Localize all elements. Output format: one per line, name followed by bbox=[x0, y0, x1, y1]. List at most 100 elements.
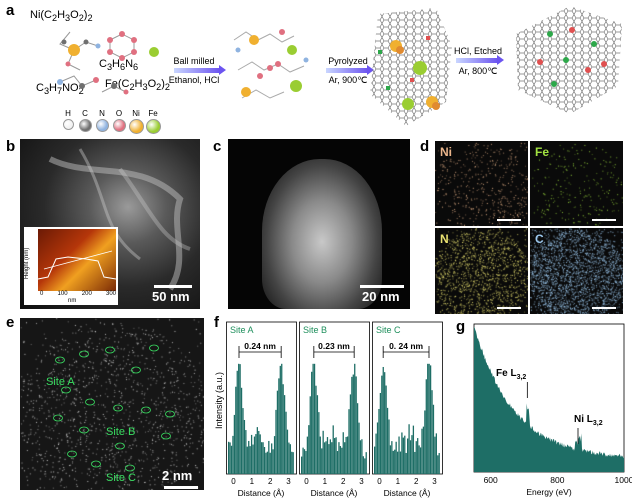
f-ylabel: Intensity (a.u.) bbox=[214, 371, 224, 429]
profile-bar bbox=[388, 419, 390, 474]
step1-bottom-label: Ethanol, HCl bbox=[168, 75, 220, 85]
profile-xtick: 3 bbox=[432, 477, 437, 486]
fe-map-label: Fe bbox=[535, 145, 550, 159]
profile-bar bbox=[391, 441, 393, 474]
profile-bar bbox=[306, 436, 309, 474]
step2-arrow bbox=[326, 68, 368, 73]
profile-bar bbox=[348, 409, 350, 474]
profile-bar bbox=[389, 445, 392, 474]
profile-bar bbox=[404, 435, 406, 474]
profile-bar bbox=[228, 441, 230, 474]
atom-marker bbox=[79, 350, 89, 358]
atom-marker bbox=[79, 426, 89, 434]
eds-map-fe: Fe bbox=[530, 141, 623, 226]
ni-acetate-formula: Ni(C2H3O2)2 bbox=[30, 9, 93, 24]
profile-bar bbox=[382, 366, 384, 474]
profile-bar bbox=[384, 372, 386, 474]
profile-bar bbox=[356, 403, 359, 474]
profile-bar bbox=[269, 452, 271, 474]
profile-bar bbox=[258, 430, 260, 474]
distance-label: 0.23 nm bbox=[318, 341, 350, 351]
tem-image-b: Height (nm) 0 100 200 300 nm 50 nm bbox=[20, 139, 200, 309]
atom-legend: H C N O Ni Fe bbox=[60, 109, 170, 139]
step1-arrowhead bbox=[219, 65, 226, 75]
profile-bar bbox=[250, 434, 253, 474]
profile-bar bbox=[376, 422, 379, 474]
legend-atom: N bbox=[94, 109, 110, 132]
profile-bar bbox=[321, 448, 323, 474]
profile-xtick: 1 bbox=[396, 477, 401, 486]
profile-bar bbox=[378, 408, 380, 474]
profile-bar bbox=[282, 384, 284, 474]
legend-atom-label: C bbox=[82, 109, 88, 118]
panel-label-a: a bbox=[6, 2, 15, 19]
profile-bar bbox=[365, 452, 367, 474]
scalebar-fe bbox=[592, 219, 616, 221]
profile-bar bbox=[355, 376, 357, 474]
profile-bar bbox=[275, 409, 277, 474]
distance-label: 0. 24 nm bbox=[389, 341, 423, 351]
profile-bar bbox=[313, 363, 316, 474]
profile-bar bbox=[341, 447, 343, 474]
site-a-label: Site A bbox=[46, 376, 75, 388]
edge-subscript: 3,2 bbox=[593, 420, 603, 427]
legend-atom-label: H bbox=[65, 109, 71, 118]
afm-inset: Height (nm) 0 100 200 300 nm bbox=[24, 227, 118, 305]
profile-bar bbox=[276, 390, 279, 474]
profile-bar bbox=[239, 364, 241, 474]
glycine-formula: C3H7NO2 bbox=[36, 82, 84, 97]
legend-atom-label: N bbox=[99, 109, 105, 118]
panel-label-f: f bbox=[214, 314, 219, 331]
profile-bar bbox=[286, 429, 289, 474]
profile-bar bbox=[319, 436, 321, 474]
profile-bar bbox=[362, 456, 364, 474]
legend-atom: O bbox=[111, 109, 127, 132]
legend-atom: C bbox=[77, 109, 93, 132]
afm-xtick: 100 bbox=[57, 291, 68, 297]
profile-bar bbox=[414, 451, 416, 474]
legend-atom-sphere bbox=[112, 119, 126, 132]
atom-marker bbox=[115, 442, 125, 450]
profile-bar bbox=[266, 451, 269, 474]
profile-xtick: 3 bbox=[286, 477, 291, 486]
profile-bar bbox=[407, 438, 409, 474]
profile-bar bbox=[408, 424, 410, 474]
step2-top-label: Pyrolyzed bbox=[328, 56, 368, 66]
profile-xtick: 1 bbox=[323, 477, 328, 486]
eds-map-n: N bbox=[435, 228, 528, 314]
profile-bar bbox=[346, 436, 349, 474]
scalebar-label-b: 50 nm bbox=[152, 289, 190, 304]
profile-bar bbox=[395, 441, 397, 474]
profile-bar bbox=[354, 363, 356, 474]
site-c-label: Site C bbox=[106, 472, 136, 484]
distance-label: 0.24 nm bbox=[244, 341, 276, 351]
profile-bar bbox=[415, 441, 417, 474]
profile-bar bbox=[339, 446, 342, 474]
afm-xticks: 0 100 200 300 bbox=[40, 291, 116, 297]
atom-marker bbox=[125, 464, 135, 472]
afm-ylabel: Height (nm) bbox=[24, 247, 30, 279]
profile-bar bbox=[311, 371, 313, 474]
profile-bar bbox=[292, 452, 294, 474]
legend-atom: Fe bbox=[145, 109, 161, 134]
profile-bar bbox=[318, 412, 320, 474]
profile-bar bbox=[256, 427, 258, 474]
panel-label-e: e bbox=[6, 314, 15, 331]
profile-bar bbox=[273, 436, 276, 474]
profile-bar bbox=[417, 438, 419, 474]
step1-arrow bbox=[174, 68, 220, 73]
legend-atom-label: Fe bbox=[148, 109, 158, 118]
profile-bar bbox=[263, 446, 266, 474]
profile-bar bbox=[428, 363, 430, 474]
scalebar-e bbox=[164, 486, 198, 489]
profile-bar bbox=[289, 444, 291, 474]
profile-bar bbox=[359, 440, 362, 474]
profile-bar bbox=[412, 425, 415, 474]
step2-bottom-label: Ar, 900℃ bbox=[328, 75, 368, 85]
scalebar-label-e: 2 nm bbox=[162, 468, 193, 483]
profile-bar bbox=[246, 446, 248, 474]
ni-map-label: Ni bbox=[440, 145, 452, 159]
profile-bar bbox=[401, 432, 403, 474]
